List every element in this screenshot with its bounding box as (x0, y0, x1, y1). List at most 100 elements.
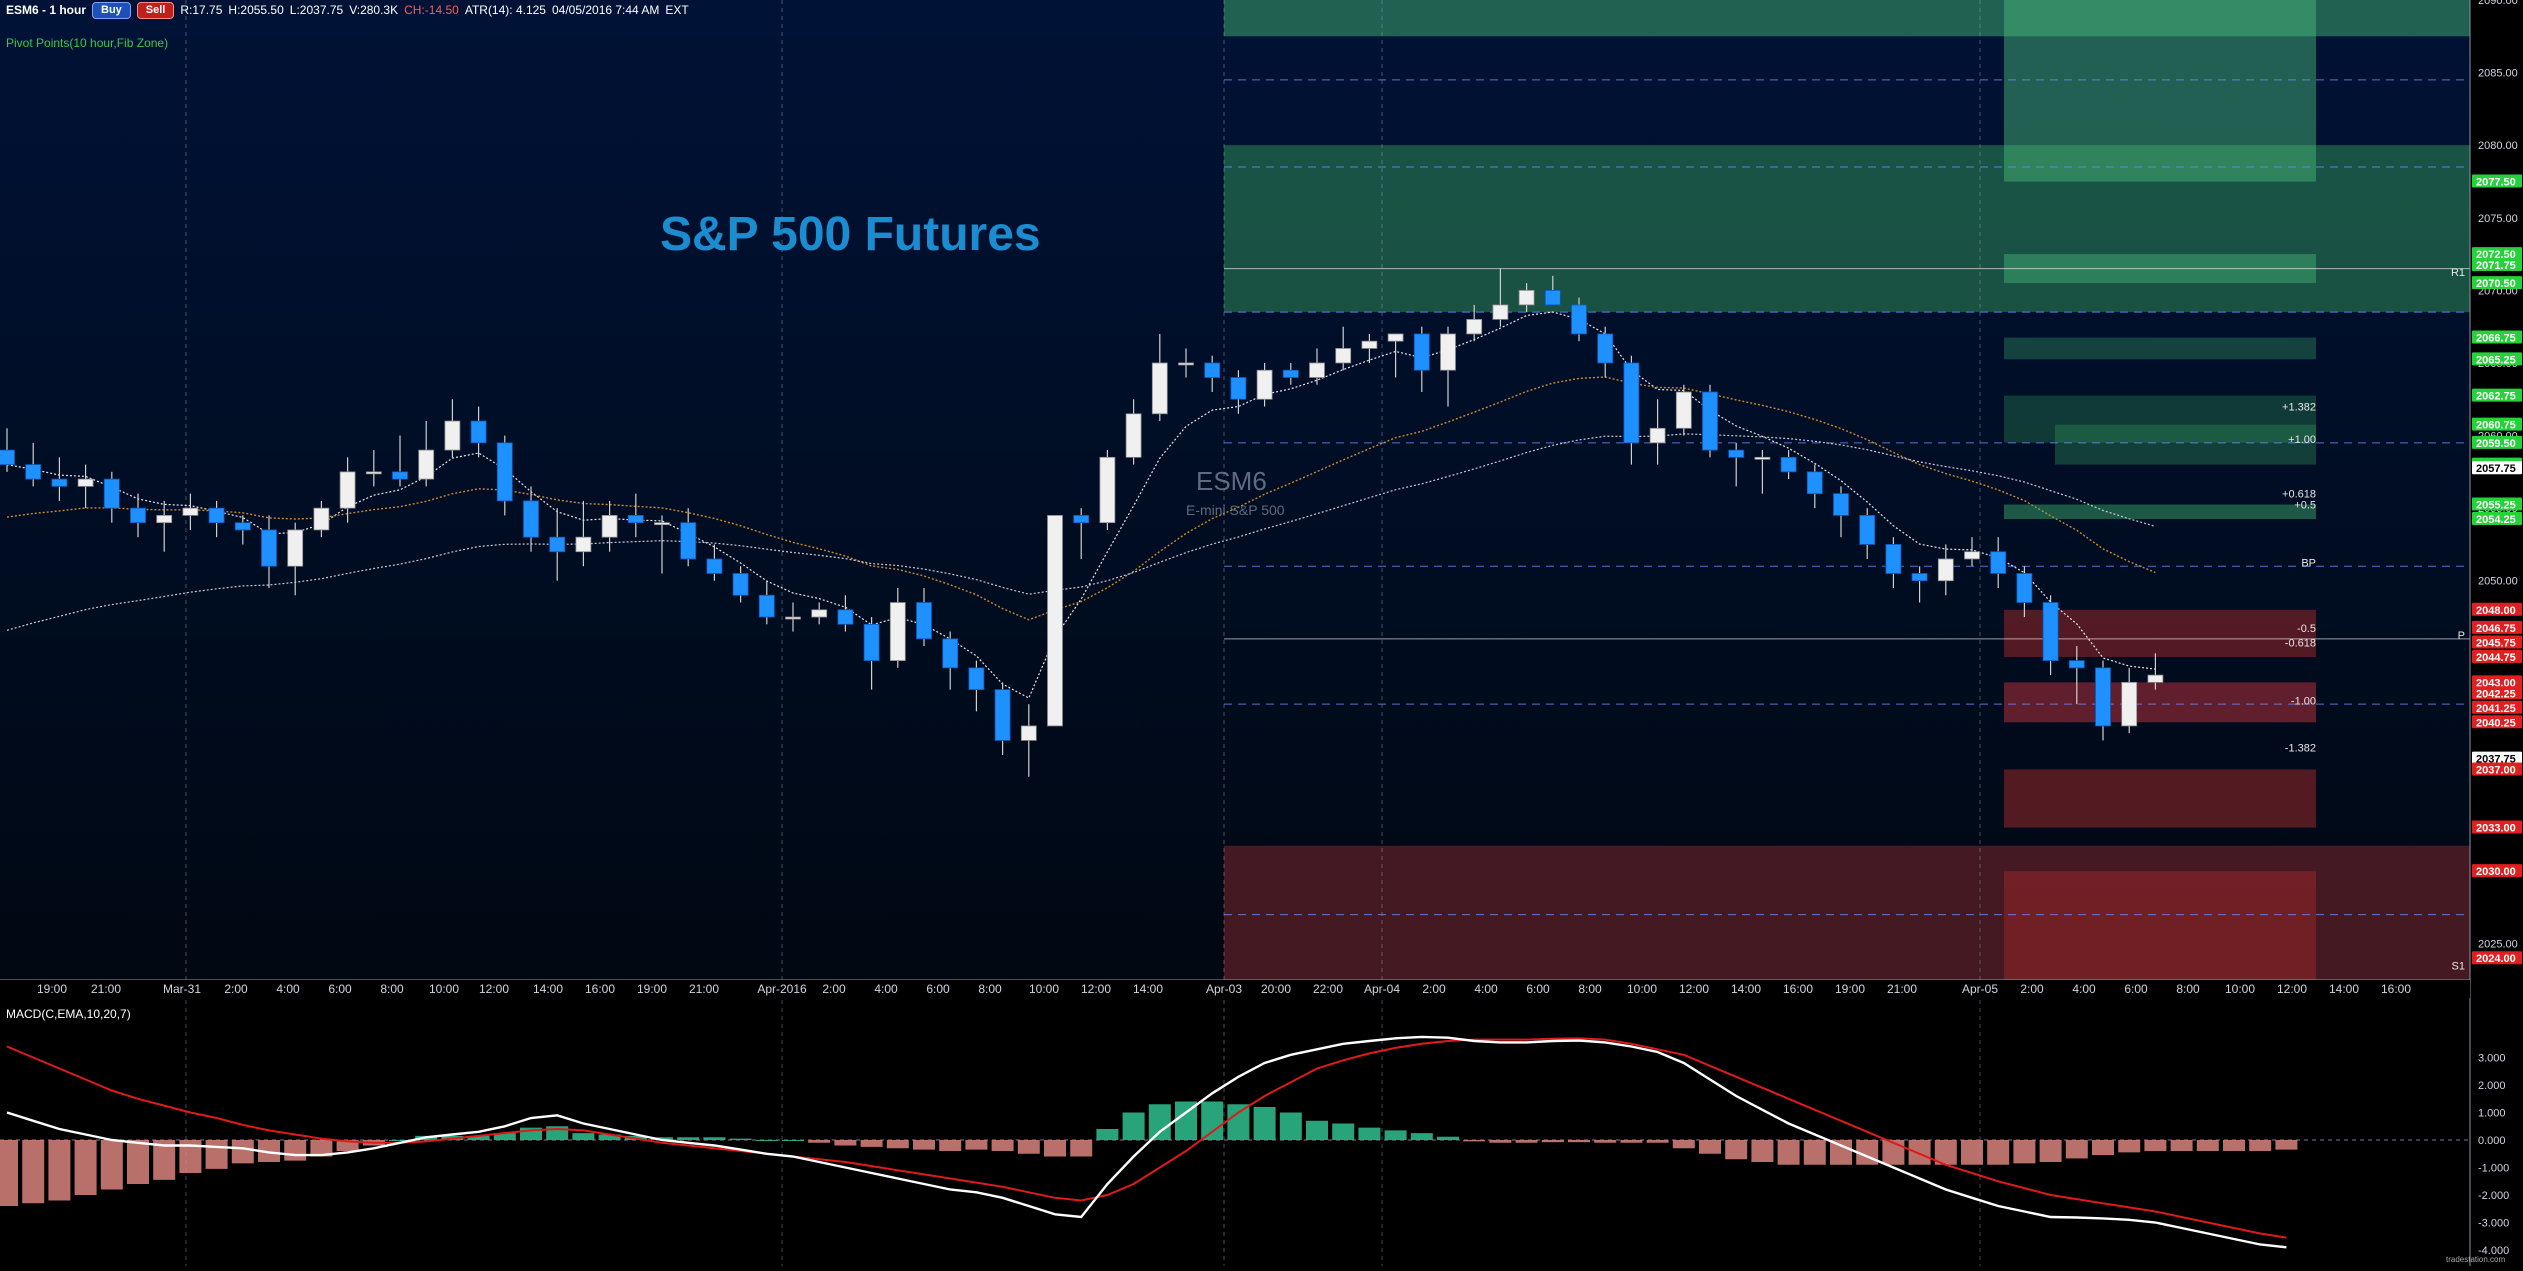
macd-histogram-bar (1201, 1101, 1224, 1140)
time-tick-label: 21:00 (1887, 982, 1917, 996)
candle-body (1151, 362, 1168, 415)
macd-histogram-bar (467, 1135, 490, 1140)
price-tag-label: 2040.25 (2476, 717, 2516, 729)
time-tick-label: Apr-04 (1364, 982, 1400, 996)
macd-histogram-bar (1410, 1133, 1433, 1140)
time-tick-label: Apr-03 (1206, 982, 1242, 996)
candle-body (287, 529, 304, 567)
macd-signal-line (6, 1037, 2287, 1239)
candle-body (1597, 333, 1614, 364)
time-tick-label: 19:00 (37, 982, 67, 996)
time-tick-label: 4:00 (2072, 982, 2096, 996)
macd-histogram-bar (0, 1140, 18, 1206)
candle-body (444, 420, 461, 451)
pivot-label: +1.00 (2288, 434, 2316, 446)
time-tick-label: 2:00 (822, 982, 846, 996)
price-tag-label: 2057.75 (2476, 463, 2516, 475)
candle-body (942, 638, 959, 669)
symbol-label: ESM6 - 1 hour (6, 3, 87, 17)
macd-histogram-bar (2092, 1140, 2114, 1156)
time-tick-label: 2:00 (2020, 982, 2044, 996)
macd-histogram-bar (1961, 1140, 1983, 1165)
candle-body (1806, 471, 1823, 495)
macd-histogram-bar (493, 1133, 516, 1140)
timestamp-value: 04/05/2016 7:44 AM (551, 3, 660, 17)
candle-body (1020, 725, 1037, 741)
macd-histogram-bar (2249, 1140, 2272, 1151)
time-axis-background (0, 980, 2470, 998)
macd-histogram-bar (1070, 1140, 1093, 1157)
candle-body (994, 689, 1011, 741)
macd-histogram-bar (1253, 1107, 1276, 1140)
time-tick-label: 4:00 (874, 982, 898, 996)
price-tag (2472, 751, 2522, 765)
price-tag (2472, 864, 2522, 878)
candle-body (863, 623, 880, 661)
candle-body (1702, 391, 1718, 451)
macd-histogram-bar (755, 1140, 778, 1141)
candle-body (1466, 319, 1483, 335)
time-tick-label: 22:00 (1313, 982, 1343, 996)
macd-tick-label: -1.000 (2478, 1163, 2509, 1175)
macd-histogram-bar (179, 1140, 202, 1173)
candle-body (1623, 362, 1640, 444)
candle-body (1282, 369, 1299, 378)
price-tag-label: 2062.75 (2476, 391, 2516, 403)
price-tag (2472, 762, 2522, 776)
atr-value: ATR(14): 4.125 (464, 3, 546, 17)
macd-histogram-bar (1306, 1120, 1328, 1140)
macd-histogram-bar (1044, 1140, 1066, 1157)
candle-body (1204, 362, 1221, 378)
candle-body (523, 500, 539, 538)
candle-body (1833, 493, 1849, 516)
candle-body (0, 449, 15, 465)
macd-histogram-bar (913, 1140, 935, 1150)
sell-button[interactable]: Sell (136, 1, 175, 19)
price-tag (2472, 686, 2522, 700)
price-tag-label: 2077.50 (2476, 176, 2516, 188)
macd-histogram-bar (1987, 1140, 2010, 1165)
pivot-zone (2004, 0, 2316, 182)
candle-body (1990, 551, 2007, 574)
macd-histogram-bar (1227, 1104, 1250, 1140)
time-tick-label: 8:00 (978, 982, 1002, 996)
pivot-label: BP (2301, 558, 2316, 570)
macd-histogram-bar (965, 1140, 988, 1150)
macd-label: MACD(C,EMA,10,20,7) (6, 1007, 131, 1021)
candle-body (2095, 667, 2111, 727)
macd-panel: 3.000 2.000 1.000 0.000 -1.000 -2.000 -3.000 -4… (0, 1035, 2509, 1257)
candle-body (261, 529, 277, 567)
macd-histogram-bar (2039, 1140, 2062, 1162)
macd-histogram-bar (2170, 1140, 2193, 1151)
price-tag (2472, 435, 2522, 449)
time-tick-label: 12:00 (1679, 982, 1709, 996)
macd-histogram-bar (1332, 1123, 1355, 1140)
price-tag-label: 2037.00 (2476, 764, 2516, 776)
candle-body (51, 478, 68, 487)
macd-histogram-bar (2144, 1140, 2167, 1151)
time-tick-label: Apr-05 (1962, 982, 1998, 996)
pivot-zone (2004, 337, 2316, 360)
macd-histogram-bar (1437, 1136, 1459, 1140)
macd-histogram-bar (1017, 1140, 1040, 1154)
price-tag (2472, 417, 2522, 431)
macd-histogram-bar (1279, 1112, 1302, 1140)
macd-histogram-bar (1908, 1140, 1931, 1165)
macd-tick-label: 2.000 (2478, 1080, 2506, 1092)
candle-body (1073, 515, 1090, 524)
candle-body (1911, 573, 1928, 582)
fast-moving-average (6, 311, 2156, 699)
macd-histogram-bar (782, 1140, 804, 1141)
buy-button[interactable]: Buy (92, 1, 131, 19)
macd-histogram-bar (389, 1140, 411, 1141)
macd-histogram-bar (1096, 1129, 1119, 1140)
watermark-name: E-mini S&P 500 (1186, 502, 1285, 518)
time-tick-label: 16:00 (585, 982, 615, 996)
macd-histogram-bar (572, 1133, 595, 1140)
time-tick-label: Mar-31 (163, 982, 201, 996)
price-tag (2472, 675, 2522, 689)
candle-body (1885, 544, 1902, 574)
pivot-zone (2004, 871, 2316, 980)
candle-body (916, 602, 932, 640)
candle-body (1309, 362, 1325, 378)
